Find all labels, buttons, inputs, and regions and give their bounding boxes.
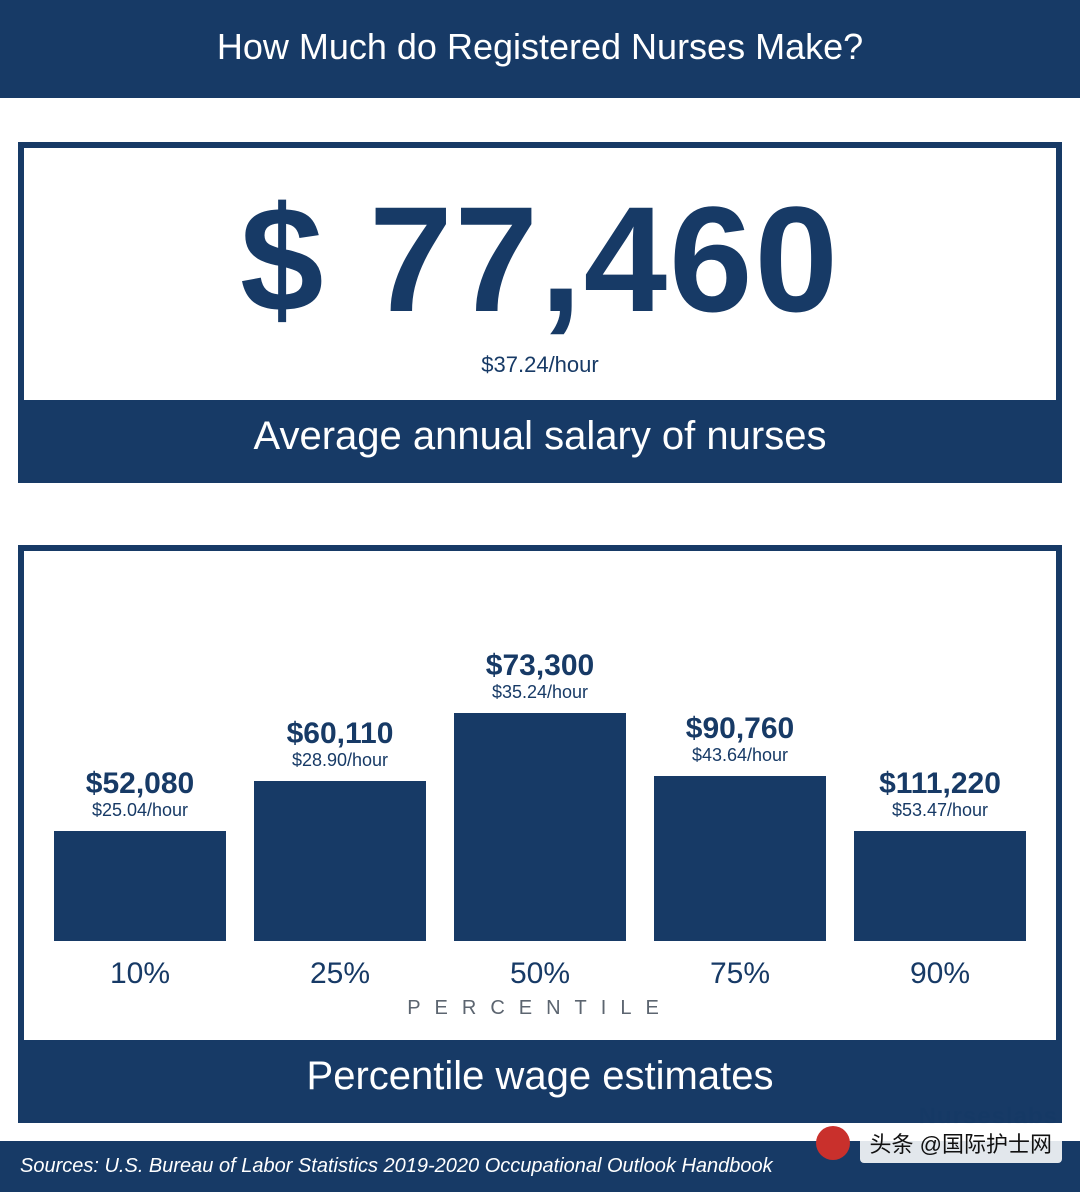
bar-amount: $111,220 bbox=[879, 767, 1001, 800]
bar-col: $73,300$35.24/hour bbox=[454, 581, 626, 941]
bar-col: $60,110$28.90/hour bbox=[254, 581, 426, 941]
bar-rect bbox=[454, 713, 626, 941]
bar-hourly: $35.24/hour bbox=[492, 682, 588, 703]
bar-hourly: $43.64/hour bbox=[692, 745, 788, 766]
sources-text: Sources: U.S. Bureau of Labor Statistics… bbox=[20, 1155, 773, 1177]
average-salary-caption: Average annual salary of nurses bbox=[24, 400, 1056, 477]
spacer bbox=[0, 483, 1080, 545]
bar-amount: $73,300 bbox=[486, 649, 594, 682]
bar-rect bbox=[54, 831, 226, 941]
percentile-label: 25% bbox=[254, 957, 426, 991]
bar-group: $52,080$25.04/hour$60,110$28.90/hour$73,… bbox=[54, 581, 1026, 941]
bar-col: $111,220$53.47/hour bbox=[854, 581, 1026, 941]
percentile-caption: Percentile wage estimates bbox=[24, 1040, 1056, 1117]
bar-amount: $60,110 bbox=[287, 717, 394, 750]
average-salary-hourly: $37.24/hour bbox=[34, 352, 1046, 378]
average-salary-body: $ 77,460 $37.24/hour bbox=[24, 148, 1056, 400]
bar-rect bbox=[854, 831, 1026, 941]
percentile-card: $52,080$25.04/hour$60,110$28.90/hour$73,… bbox=[18, 545, 1062, 1123]
bar-hourly: $25.04/hour bbox=[92, 800, 188, 821]
percentile-axis-label: PERCENTILE bbox=[24, 997, 1056, 1020]
sources-bar: Sources: U.S. Bureau of Labor Statistics… bbox=[0, 1141, 1080, 1192]
bar-col: $52,080$25.04/hour bbox=[54, 581, 226, 941]
percentile-label: 90% bbox=[854, 957, 1026, 991]
bar-amount: $52,080 bbox=[86, 767, 194, 800]
spacer bbox=[0, 98, 1080, 142]
average-salary-card: $ 77,460 $37.24/hour Average annual sala… bbox=[18, 142, 1062, 483]
percentile-label: 75% bbox=[654, 957, 826, 991]
bar-rect bbox=[254, 781, 426, 941]
page-title-bar: How Much do Registered Nurses Make? bbox=[0, 0, 1080, 98]
percentile-chart: $52,080$25.04/hour$60,110$28.90/hour$73,… bbox=[24, 551, 1056, 947]
page-title: How Much do Registered Nurses Make? bbox=[217, 26, 863, 67]
bar-col: $90,760$43.64/hour bbox=[654, 581, 826, 941]
bar-amount: $90,760 bbox=[686, 712, 794, 745]
percentile-labels-row: 10% 25% 50% 75% 90% bbox=[24, 957, 1056, 991]
percentile-label: 10% bbox=[54, 957, 226, 991]
bar-hourly: $28.90/hour bbox=[292, 750, 388, 771]
bar-rect bbox=[654, 776, 826, 941]
bar-hourly: $53.47/hour bbox=[892, 800, 988, 821]
percentile-label: 50% bbox=[454, 957, 626, 991]
average-salary-amount: $ 77,460 bbox=[34, 184, 1046, 334]
